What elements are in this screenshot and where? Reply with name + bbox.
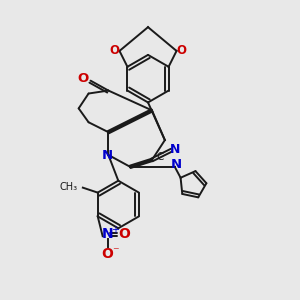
Text: CH₃: CH₃ — [60, 182, 78, 192]
Text: O: O — [110, 44, 119, 57]
Text: ⁻: ⁻ — [112, 245, 119, 259]
Text: +: + — [110, 225, 118, 235]
Text: N: N — [102, 227, 113, 241]
Text: C: C — [156, 152, 164, 162]
Text: O: O — [102, 247, 113, 261]
Text: O: O — [118, 227, 130, 241]
Text: N: N — [102, 149, 113, 162]
Text: O: O — [77, 72, 88, 85]
Text: N: N — [171, 158, 182, 171]
Text: N: N — [170, 143, 181, 156]
Text: O: O — [176, 44, 187, 57]
